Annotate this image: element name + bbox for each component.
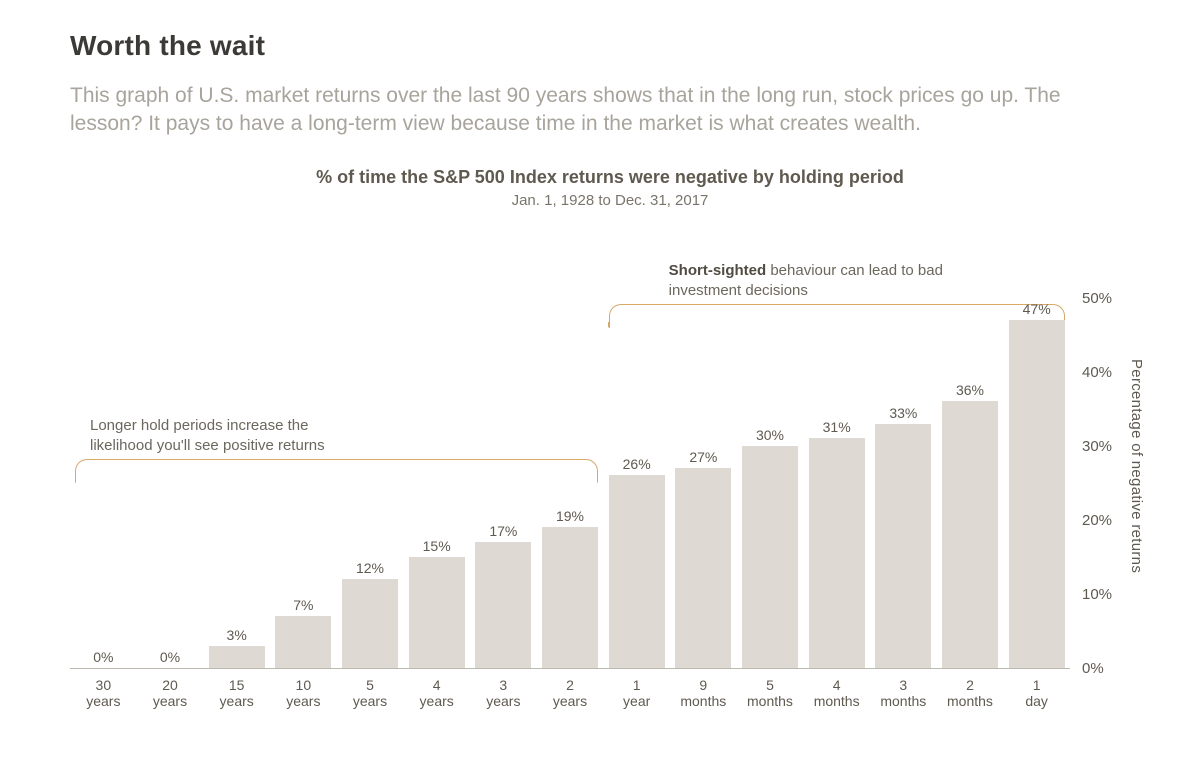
y-tick-label: 0% <box>1082 660 1104 677</box>
bar-value-label: 0% <box>160 649 180 665</box>
bar: 31% <box>809 419 865 667</box>
bar-rect <box>275 616 331 668</box>
bar: 36% <box>942 382 998 667</box>
bar-value-label: 17% <box>489 523 517 539</box>
x-tick-label: 4months <box>803 677 870 709</box>
bar: 0% <box>142 649 198 668</box>
bar: 0% <box>75 649 131 668</box>
bar-value-label: 30% <box>756 427 784 443</box>
bar-value-label: 3% <box>227 627 247 643</box>
chart-subtitle: Jan. 1, 1928 to Dec. 31, 2017 <box>70 192 1150 209</box>
bar-value-label: 27% <box>689 449 717 465</box>
bar-value-label: 7% <box>293 597 313 613</box>
x-tick-label: 9months <box>670 677 737 709</box>
bar-value-label: 26% <box>623 456 651 472</box>
bar-rect <box>1009 320 1065 668</box>
x-tick-label: 10years <box>270 677 337 709</box>
bar-value-label: 0% <box>93 649 113 665</box>
y-tick-label: 30% <box>1082 438 1112 455</box>
bar-rect <box>542 527 598 668</box>
bar: 47% <box>1009 301 1065 668</box>
bar-value-label: 12% <box>356 560 384 576</box>
x-tick-label: 3years <box>470 677 537 709</box>
x-tick-label: 5years <box>337 677 404 709</box>
bar: 3% <box>209 627 265 668</box>
bar: 17% <box>475 523 531 668</box>
x-tick-label: 15years <box>203 677 270 709</box>
plot-region: 0% 0% 3% 7% 12% 15% 17% 19% 26% 27% 30% 31% 33% 36% 47… <box>70 299 1070 669</box>
bar-rect <box>475 542 531 668</box>
x-tick-label: 2years <box>537 677 604 709</box>
x-tick-label: 2months <box>937 677 1004 709</box>
x-tick-label: 1year <box>603 677 670 709</box>
bar: 15% <box>409 538 465 668</box>
bar-value-label: 15% <box>423 538 451 554</box>
y-tick-label: 40% <box>1082 364 1112 381</box>
y-axis-title: Percentage of negative returns <box>1128 359 1145 573</box>
bar-rect <box>209 646 265 668</box>
x-tick-label: 20years <box>137 677 204 709</box>
page-subtitle: This graph of U.S. market returns over t… <box>70 82 1130 139</box>
bar-rect <box>809 438 865 667</box>
bar: 7% <box>275 597 331 668</box>
x-tick-label: 5months <box>737 677 804 709</box>
y-tick-label: 20% <box>1082 512 1112 529</box>
x-tick-label: 3months <box>870 677 937 709</box>
page-root: Worth the wait This graph of U.S. market… <box>0 0 1200 773</box>
annotation-right: Short-sighted behaviour can lead to badi… <box>669 261 943 302</box>
page-title: Worth the wait <box>70 30 1150 62</box>
bar-rect <box>742 446 798 668</box>
x-tick-label: 4years <box>403 677 470 709</box>
x-tick-label: 30years <box>70 677 137 709</box>
bar-value-label: 31% <box>823 419 851 435</box>
bar-value-label: 33% <box>889 405 917 421</box>
bar-rect <box>942 401 998 667</box>
bar-value-label: 47% <box>1023 301 1051 317</box>
bar-rect <box>875 424 931 668</box>
bar: 12% <box>342 560 398 668</box>
bar-rect <box>409 557 465 668</box>
bar: 30% <box>742 427 798 668</box>
bar: 27% <box>675 449 731 668</box>
bar: 26% <box>609 456 665 667</box>
chart-title: % of time the S&P 500 Index returns were… <box>70 167 1150 188</box>
bar: 33% <box>875 405 931 668</box>
y-tick-label: 50% <box>1082 290 1112 307</box>
x-tick-label: 1day <box>1003 677 1070 709</box>
bar-value-label: 19% <box>556 508 584 524</box>
chart-area: Longer hold periods increase thelikeliho… <box>70 219 1150 729</box>
y-tick-label: 10% <box>1082 586 1112 603</box>
bar-rect <box>342 579 398 668</box>
bar-rect <box>675 468 731 668</box>
bar: 19% <box>542 508 598 668</box>
bar-rect <box>609 475 665 667</box>
bar-value-label: 36% <box>956 382 984 398</box>
